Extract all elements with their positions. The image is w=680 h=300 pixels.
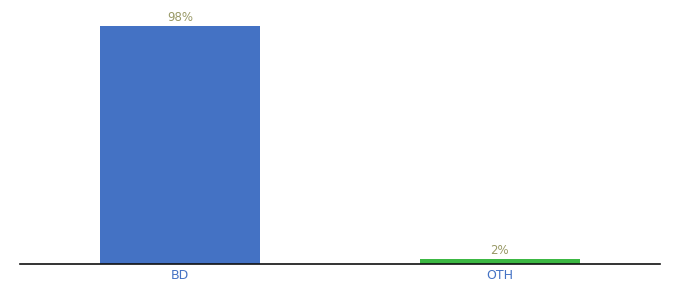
Bar [101,26,260,264]
Bar [420,259,579,264]
Text: 98%: 98% [167,11,193,24]
Text: 2%: 2% [490,244,509,257]
